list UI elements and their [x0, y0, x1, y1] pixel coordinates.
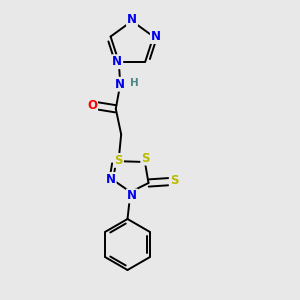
Text: S: S: [115, 154, 123, 167]
Text: N: N: [127, 189, 137, 203]
Text: N: N: [106, 173, 116, 186]
Text: H: H: [130, 78, 139, 88]
Text: N: N: [112, 55, 122, 68]
Text: S: S: [141, 152, 150, 165]
Text: N: N: [127, 13, 137, 26]
Text: O: O: [87, 99, 97, 112]
Text: S: S: [170, 174, 178, 188]
Text: N: N: [115, 78, 125, 91]
Text: N: N: [151, 30, 161, 43]
